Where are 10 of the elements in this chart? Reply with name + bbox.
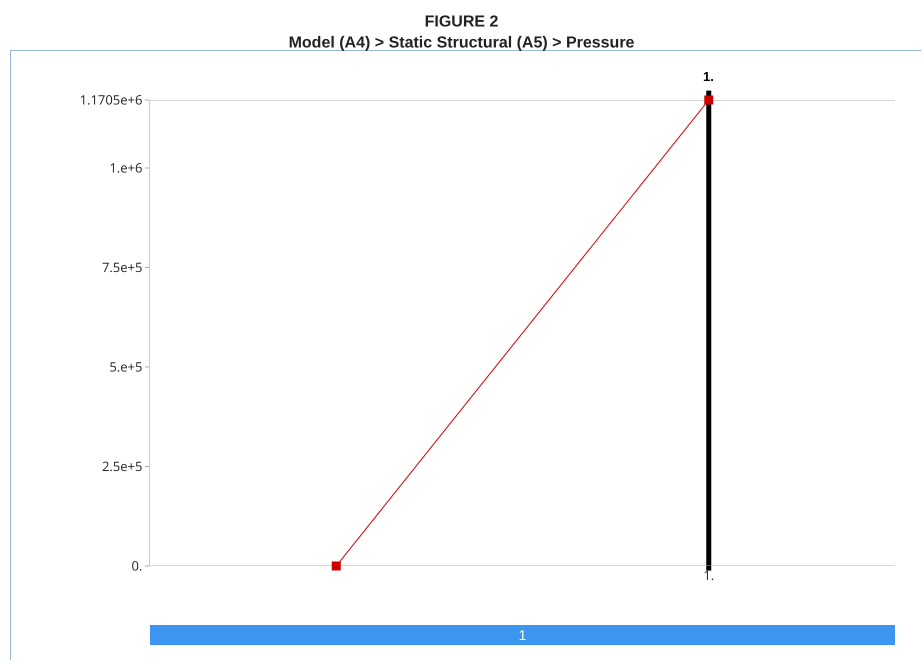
y-tick-label: 7.5e+5 (102, 258, 142, 276)
chart-subtitle: Model (A4) > Static Structural (A5) > Pressure (288, 34, 635, 52)
y-tick-label: 5.e+5 (109, 357, 142, 376)
y-tick-label: 1.1705e+6 (80, 90, 142, 109)
y-tick-label: 1.e+6 (109, 158, 142, 176)
y-tick-label: 0. (132, 556, 142, 575)
y-tick-label: 2.5e+5 (102, 457, 142, 476)
step-slider: 1 (150, 625, 895, 645)
ref-line-label: 1. (703, 69, 714, 84)
chart-title: FIGURE 2 (424, 13, 498, 30)
